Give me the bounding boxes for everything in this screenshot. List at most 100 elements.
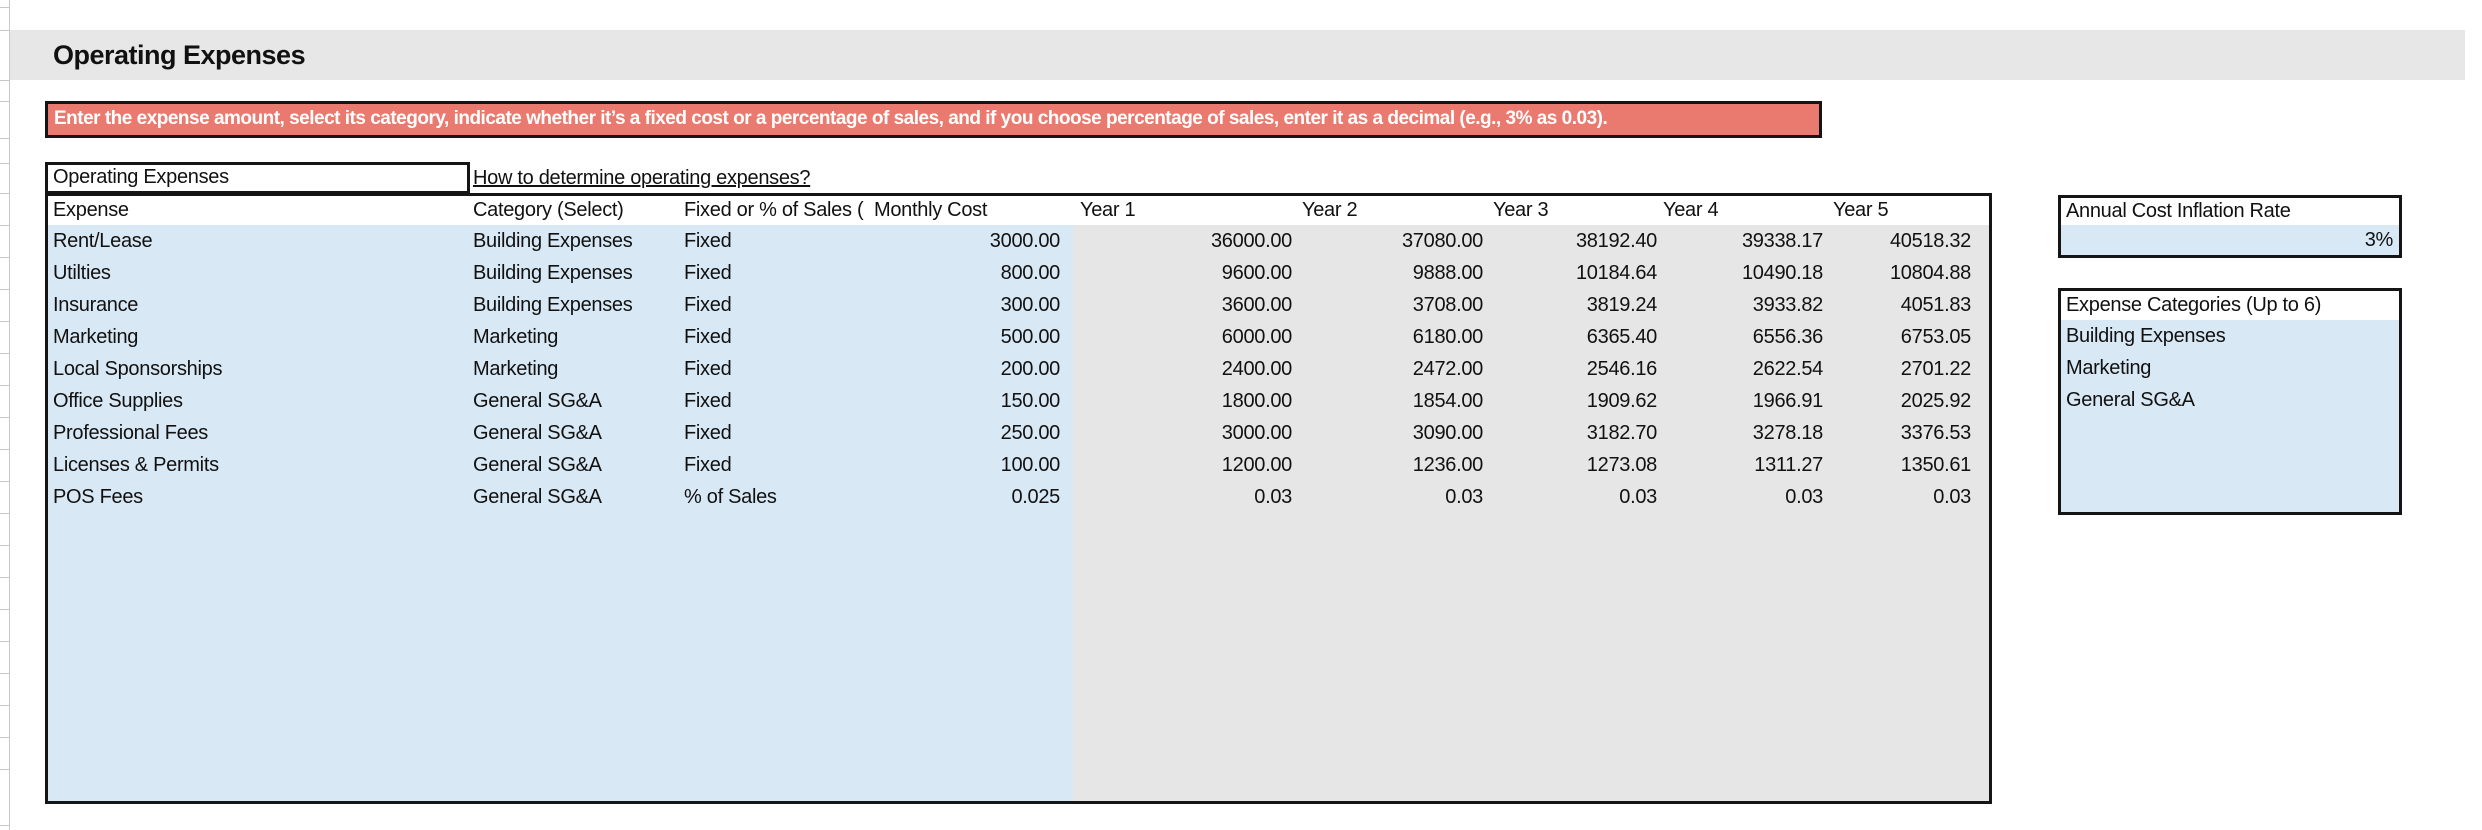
cell-year-4[interactable]: 10490.18 (1658, 257, 1823, 289)
cell-year-1[interactable]: 6000.00 (1078, 321, 1292, 353)
col-header-year-4[interactable]: Year 4 (1663, 196, 1783, 228)
col-header-year-1[interactable]: Year 1 (1080, 196, 1200, 228)
cell-category[interactable]: General SG&A (473, 481, 678, 513)
cell-year-4[interactable]: 6556.36 (1658, 321, 1823, 353)
cell-year-2[interactable]: 2472.00 (1293, 353, 1483, 385)
cell-year-3[interactable]: 6365.40 (1488, 321, 1657, 353)
cell-year-3[interactable]: 10184.64 (1488, 257, 1657, 289)
cell-year-1[interactable]: 36000.00 (1078, 225, 1292, 257)
cell-year-5[interactable]: 6753.05 (1828, 321, 1971, 353)
cell-monthly-cost[interactable]: 100.00 (738, 449, 1060, 481)
category-item[interactable]: General SG&A (2061, 384, 2399, 416)
cell-monthly-cost[interactable]: 200.00 (738, 353, 1060, 385)
cell-expense[interactable]: Utilties (53, 257, 468, 289)
gridline-tick (0, 225, 10, 226)
expenses-table: Expense Category (Select) Fixed or % of … (45, 193, 1992, 804)
cell-expense[interactable]: Local Sponsorships (53, 353, 468, 385)
cell-year-2[interactable]: 9888.00 (1293, 257, 1483, 289)
cell-year-1[interactable]: 9600.00 (1078, 257, 1292, 289)
cell-year-2[interactable]: 0.03 (1293, 481, 1483, 513)
cell-year-1[interactable]: 1200.00 (1078, 449, 1292, 481)
section-label-cell[interactable]: Operating Expenses (45, 162, 470, 194)
cell-year-3[interactable]: 1273.08 (1488, 449, 1657, 481)
cell-monthly-cost[interactable]: 300.00 (738, 289, 1060, 321)
cell-year-5[interactable]: 3376.53 (1828, 417, 1971, 449)
cell-monthly-cost[interactable]: 0.025 (738, 481, 1060, 513)
cell-year-3[interactable]: 2546.16 (1488, 353, 1657, 385)
page-title: Operating Expenses (53, 30, 305, 80)
category-item[interactable]: Building Expenses (2061, 320, 2399, 352)
cell-year-5[interactable]: 4051.83 (1828, 289, 1971, 321)
cell-year-1[interactable]: 3600.00 (1078, 289, 1292, 321)
cell-year-4[interactable]: 39338.17 (1658, 225, 1823, 257)
cell-year-3[interactable]: 3182.70 (1488, 417, 1657, 449)
cell-expense[interactable]: Rent/Lease (53, 225, 468, 257)
cell-category[interactable]: Building Expenses (473, 257, 678, 289)
cell-year-5[interactable]: 1350.61 (1828, 449, 1971, 481)
cell-year-3[interactable]: 38192.40 (1488, 225, 1657, 257)
gridline-tick (0, 705, 10, 706)
cell-year-5[interactable]: 2025.92 (1828, 385, 1971, 417)
cell-year-4[interactable]: 0.03 (1658, 481, 1823, 513)
cell-monthly-cost[interactable]: 150.00 (738, 385, 1060, 417)
cell-expense[interactable]: Licenses & Permits (53, 449, 468, 481)
cell-year-4[interactable]: 2622.54 (1658, 353, 1823, 385)
cell-expense[interactable]: POS Fees (53, 481, 468, 513)
gridline-tick (0, 673, 10, 674)
cell-category[interactable]: General SG&A (473, 449, 678, 481)
cell-year-2[interactable]: 3090.00 (1293, 417, 1483, 449)
cell-monthly-cost[interactable]: 250.00 (738, 417, 1060, 449)
cell-category[interactable]: Marketing (473, 321, 678, 353)
cell-monthly-cost[interactable]: 800.00 (738, 257, 1060, 289)
cell-category[interactable]: General SG&A (473, 385, 678, 417)
gridline-tick (0, 80, 10, 81)
cell-monthly-cost[interactable]: 500.00 (738, 321, 1060, 353)
cell-year-5[interactable]: 40518.32 (1828, 225, 1971, 257)
cell-year-4[interactable]: 3278.18 (1658, 417, 1823, 449)
gridline-tick (0, 138, 10, 139)
col-header-year-2[interactable]: Year 2 (1302, 196, 1422, 228)
cell-year-1[interactable]: 1800.00 (1078, 385, 1292, 417)
cell-year-4[interactable]: 3933.82 (1658, 289, 1823, 321)
table-row: Office SuppliesGeneral SG&AFixed150.0018… (48, 385, 1989, 417)
col-header-monthly-cost[interactable]: Monthly Cost (874, 196, 1074, 228)
cell-year-2[interactable]: 1236.00 (1293, 449, 1483, 481)
gridline-tick (0, 545, 10, 546)
cell-expense[interactable]: Insurance (53, 289, 468, 321)
cell-monthly-cost[interactable]: 3000.00 (738, 225, 1060, 257)
cell-year-1[interactable]: 2400.00 (1078, 353, 1292, 385)
inflation-rate-value[interactable]: 3% (2061, 225, 2399, 255)
col-header-year-3[interactable]: Year 3 (1493, 196, 1613, 228)
table-row: InsuranceBuilding ExpensesFixed300.00360… (48, 289, 1989, 321)
cell-year-2[interactable]: 1854.00 (1293, 385, 1483, 417)
cell-category[interactable]: Marketing (473, 353, 678, 385)
category-item[interactable]: Marketing (2061, 352, 2399, 384)
cell-year-1[interactable]: 0.03 (1078, 481, 1292, 513)
cell-category[interactable]: Building Expenses (473, 289, 678, 321)
cell-year-5[interactable]: 2701.22 (1828, 353, 1971, 385)
cell-year-5[interactable]: 0.03 (1828, 481, 1971, 513)
cell-year-1[interactable]: 3000.00 (1078, 417, 1292, 449)
cell-year-4[interactable]: 1966.91 (1658, 385, 1823, 417)
col-header-cost-type[interactable]: Fixed or % of Sales ( (684, 196, 874, 228)
cell-year-3[interactable]: 1909.62 (1488, 385, 1657, 417)
cell-category[interactable]: General SG&A (473, 417, 678, 449)
cell-year-3[interactable]: 0.03 (1488, 481, 1657, 513)
cell-year-3[interactable]: 3819.24 (1488, 289, 1657, 321)
cell-year-4[interactable]: 1311.27 (1658, 449, 1823, 481)
cell-category[interactable]: Building Expenses (473, 225, 678, 257)
title-band: Operating Expenses (10, 30, 2465, 80)
cell-year-2[interactable]: 6180.00 (1293, 321, 1483, 353)
cell-year-5[interactable]: 10804.88 (1828, 257, 1971, 289)
cell-expense[interactable]: Marketing (53, 321, 468, 353)
cell-year-2[interactable]: 3708.00 (1293, 289, 1483, 321)
help-link[interactable]: How to determine operating expenses? (473, 162, 810, 194)
cell-expense[interactable]: Office Supplies (53, 385, 468, 417)
gridline-tick (0, 481, 10, 482)
col-header-expense[interactable]: Expense (53, 196, 468, 228)
cell-expense[interactable]: Professional Fees (53, 417, 468, 449)
cell-year-2[interactable]: 37080.00 (1293, 225, 1483, 257)
col-header-year-5[interactable]: Year 5 (1833, 196, 1953, 228)
col-header-category[interactable]: Category (Select) (473, 196, 678, 228)
gridline-tick (0, 7, 10, 8)
